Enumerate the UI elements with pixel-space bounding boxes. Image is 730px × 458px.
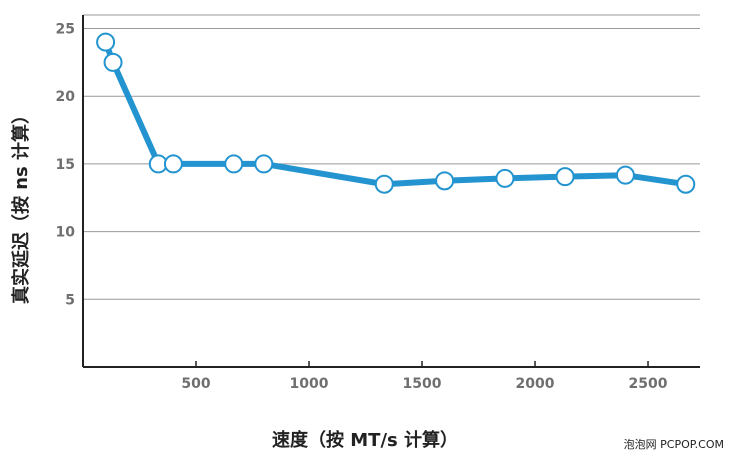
data-point: [435, 171, 455, 191]
data-point: [103, 52, 123, 72]
x-tick-label: 500: [181, 376, 210, 392]
y-tick-label: 5: [65, 292, 75, 308]
data-point: [676, 174, 696, 194]
x-tick-label: 1000: [290, 376, 329, 392]
data-point: [615, 165, 635, 185]
y-tick-label: 15: [56, 157, 75, 173]
data-point: [374, 174, 394, 194]
y-tick-label: 25: [56, 22, 75, 38]
y-tick-label: 10: [56, 225, 76, 241]
tick-labels: 5 10 15 20 25 500 1000 1500 2000 2500: [56, 22, 668, 392]
x-tick-label: 2500: [629, 376, 668, 392]
data-point: [224, 154, 244, 174]
data-point: [555, 167, 575, 187]
axes: [82, 15, 700, 368]
x-axis-title: 速度（按 MT/s 计算）: [272, 429, 458, 451]
x-tick-label: 1500: [403, 376, 442, 392]
x-tick-label: 2000: [516, 376, 555, 392]
y-tick-label: 20: [56, 89, 76, 105]
data-point: [163, 154, 183, 174]
series-line: [102, 39, 689, 188]
y-axis-title: 真实延迟（按 ns 计算）: [10, 106, 32, 304]
watermark: 泡泡网 PCPOP.COM: [623, 438, 724, 451]
data-point: [254, 154, 274, 174]
series: [96, 32, 696, 194]
data-point: [495, 168, 515, 188]
data-point: [96, 32, 116, 52]
